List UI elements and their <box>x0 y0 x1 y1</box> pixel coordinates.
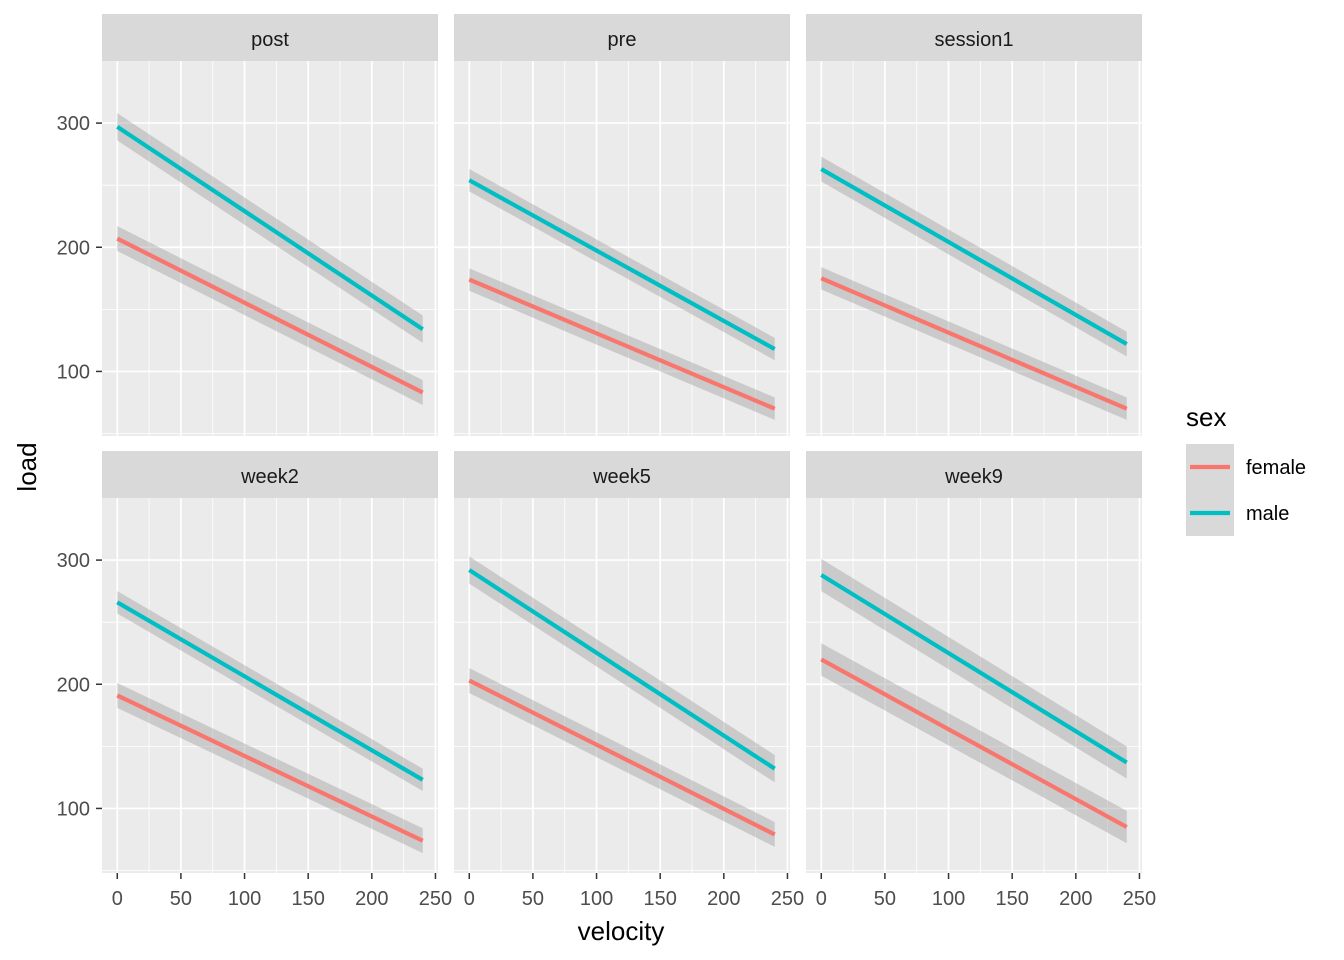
legend-item-female: female <box>1186 444 1306 490</box>
y-tick-label: 200 <box>57 674 90 696</box>
axes-layer: 100 200 300 100 200 300 0 50 100 150 200 250 0 50 100 1… <box>57 113 1157 910</box>
x-tick-label: 200 <box>707 888 740 910</box>
x-tick-label: 100 <box>580 888 613 910</box>
y-tick-label: 200 <box>57 237 90 259</box>
facet-strip <box>102 451 438 498</box>
facet-strip-label: pre <box>608 29 637 51</box>
legend-item-male: male <box>1186 490 1289 536</box>
x-tick-label: 250 <box>771 888 804 910</box>
legend-label: female <box>1246 457 1306 479</box>
x-tick-label: 0 <box>464 888 475 910</box>
panel-week5: week5 <box>454 451 790 873</box>
legend-title: sex <box>1186 402 1226 432</box>
legend-label: male <box>1246 503 1289 525</box>
x-tick-label: 150 <box>643 888 676 910</box>
x-tick-label: 150 <box>291 888 324 910</box>
facet-strip <box>806 14 1142 61</box>
facet-strip-label: week2 <box>240 466 299 488</box>
series-line-female <box>116 693 424 843</box>
panel-post: post <box>102 14 438 436</box>
series-line-female <box>820 276 1128 411</box>
x-tick-label: 200 <box>1059 888 1092 910</box>
x-tick-label: 50 <box>522 888 544 910</box>
x-tick-label: 150 <box>995 888 1028 910</box>
panel-session1: session1 <box>806 14 1142 436</box>
y-tick-label: 100 <box>57 798 90 820</box>
panels-layer: post pre session1 week2 week5 week9 <box>102 14 1142 873</box>
x-tick-label: 250 <box>1123 888 1156 910</box>
x-tick-label: 100 <box>228 888 261 910</box>
facet-strip-label: week5 <box>592 466 651 488</box>
y-tick-label: 100 <box>57 361 90 383</box>
panel-background <box>454 61 790 436</box>
facet-strip <box>454 451 790 498</box>
series-line-male <box>116 125 424 331</box>
x-tick-label: 200 <box>355 888 388 910</box>
panel-pre: pre <box>454 14 790 436</box>
x-tick-label: 0 <box>816 888 827 910</box>
x-tick-label: 100 <box>932 888 965 910</box>
facet-strip-label: session1 <box>935 29 1014 51</box>
x-tick-label: 50 <box>874 888 896 910</box>
series-line-male <box>116 600 424 782</box>
facet-strip <box>806 451 1142 498</box>
x-tick-label: 250 <box>419 888 452 910</box>
series-line-male <box>820 573 1128 765</box>
x-axis-title: velocity <box>578 916 665 946</box>
facet-strip <box>102 14 438 61</box>
facet-strip-label: post <box>251 29 289 51</box>
legend: sex female male <box>1186 402 1306 536</box>
series-line-female <box>468 277 776 411</box>
y-axis-title: load <box>12 442 42 491</box>
facet-strip-label: week9 <box>944 466 1003 488</box>
x-tick-label: 0 <box>112 888 123 910</box>
y-tick-label: 300 <box>57 550 90 572</box>
facet-strip <box>454 14 790 61</box>
series-line-male <box>820 167 1128 346</box>
series-line-female <box>116 236 424 395</box>
series-line-female <box>820 657 1128 829</box>
series-line-male <box>468 568 776 771</box>
series-line-female <box>468 678 776 837</box>
y-tick-label: 300 <box>57 113 90 135</box>
series-line-male <box>468 178 776 351</box>
x-tick-label: 50 <box>170 888 192 910</box>
panel-week9: week9 <box>806 451 1142 873</box>
panel-week2: week2 <box>102 451 438 873</box>
